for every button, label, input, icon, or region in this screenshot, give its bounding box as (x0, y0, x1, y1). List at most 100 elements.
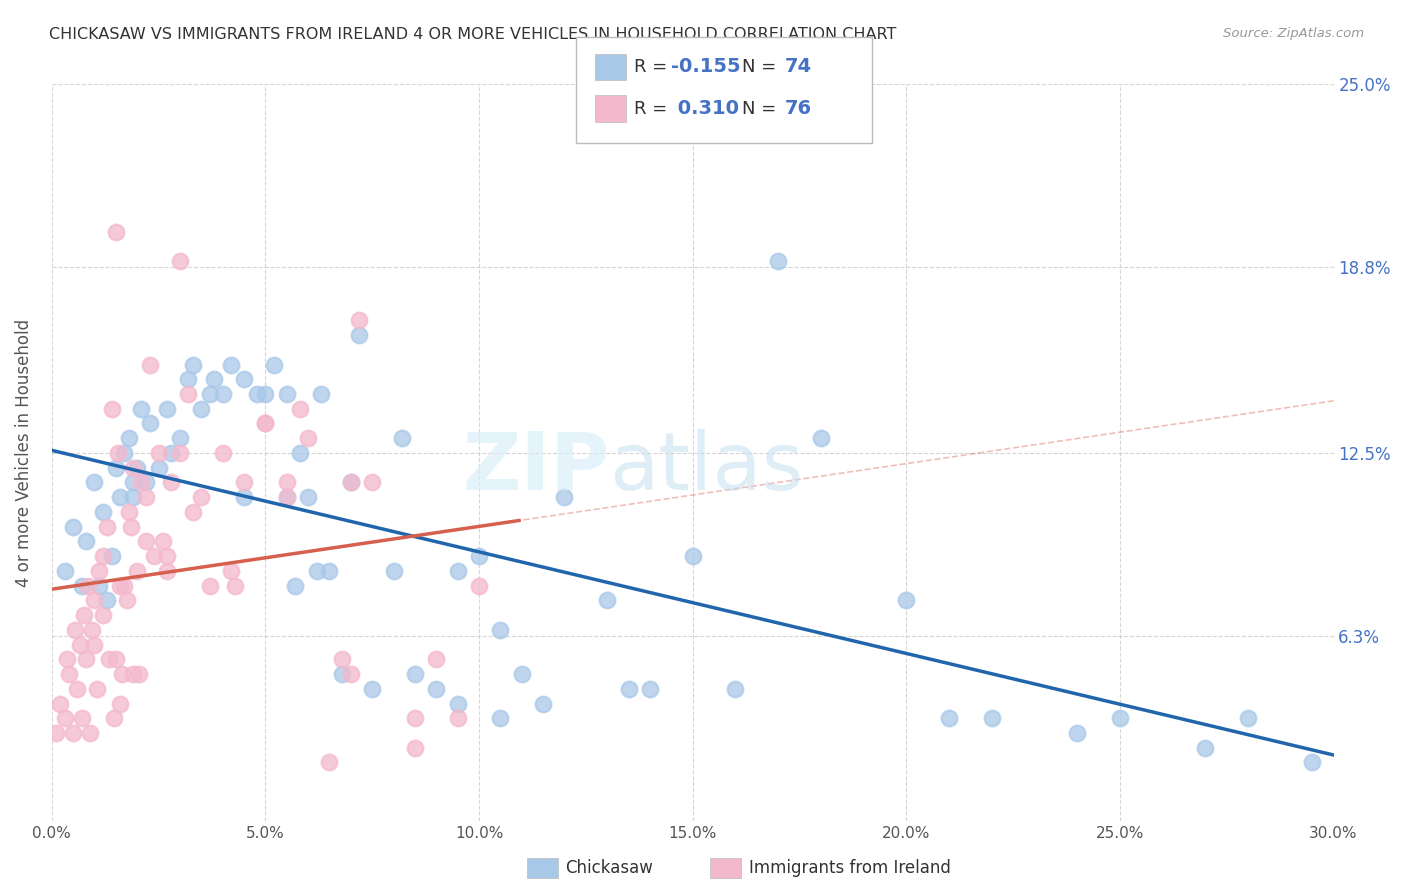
Point (112, 579, 135, 593)
Point (938, 711, 960, 725)
Point (340, 475, 363, 490)
Point (1109, 711, 1132, 725)
Point (198, 579, 221, 593)
Point (148, 460, 170, 475)
Point (107, 446, 129, 460)
Point (55, 652, 77, 666)
Point (309, 387, 332, 401)
Point (139, 358, 162, 372)
Point (91, 549, 114, 563)
Point (58, 667, 80, 681)
Point (361, 681, 384, 696)
Point (148, 446, 170, 460)
Point (135, 534, 157, 549)
Point (361, 475, 384, 490)
Point (115, 593, 138, 607)
Point (276, 387, 298, 401)
Point (404, 667, 426, 681)
Point (349, 328, 371, 343)
Point (288, 446, 311, 460)
Point (276, 490, 298, 504)
Point (263, 358, 285, 372)
Text: 74: 74 (785, 57, 811, 77)
Point (896, 593, 918, 607)
Point (404, 740, 426, 755)
Point (288, 401, 311, 416)
Point (254, 417, 277, 431)
Point (112, 446, 135, 460)
Point (425, 652, 447, 666)
Point (224, 579, 246, 593)
Point (391, 431, 413, 445)
Point (297, 490, 319, 504)
Point (1194, 740, 1216, 755)
Point (596, 593, 619, 607)
Point (305, 564, 328, 578)
Point (211, 387, 233, 401)
Point (100, 401, 122, 416)
Point (198, 387, 221, 401)
Point (122, 490, 145, 504)
Point (83, 638, 105, 652)
Point (276, 490, 298, 504)
Point (143, 549, 166, 563)
Point (233, 372, 256, 386)
Point (65, 623, 87, 637)
Point (233, 475, 256, 490)
Point (724, 681, 747, 696)
Point (190, 401, 212, 416)
Point (118, 431, 141, 445)
Text: atlas: atlas (609, 429, 804, 507)
Point (87, 564, 110, 578)
Text: ZIP: ZIP (463, 429, 609, 507)
Point (87, 579, 110, 593)
Point (169, 254, 191, 268)
Text: N =: N = (742, 58, 782, 76)
Text: Immigrants from Ireland: Immigrants from Ireland (749, 859, 952, 877)
Point (108, 697, 131, 711)
Point (83, 475, 105, 490)
Point (254, 417, 277, 431)
Point (100, 549, 122, 563)
Point (156, 564, 179, 578)
Text: 76: 76 (785, 99, 811, 119)
Point (156, 549, 179, 563)
Point (340, 475, 363, 490)
Point (980, 711, 1002, 725)
Point (108, 579, 131, 593)
Point (219, 564, 242, 578)
Point (45, 726, 67, 740)
Point (446, 711, 468, 725)
Point (122, 667, 145, 681)
Point (169, 431, 191, 445)
Point (104, 225, 127, 239)
Point (425, 681, 447, 696)
Point (53, 564, 76, 578)
Point (70, 579, 93, 593)
Point (83, 593, 105, 607)
Point (96, 519, 118, 533)
Point (108, 490, 131, 504)
Point (202, 372, 225, 386)
Point (190, 490, 212, 504)
Point (254, 387, 277, 401)
Point (1301, 756, 1323, 770)
Text: 0.310: 0.310 (671, 99, 738, 119)
Point (77, 579, 100, 593)
Point (682, 549, 704, 563)
Point (340, 667, 363, 681)
Point (75, 652, 97, 666)
Point (177, 387, 200, 401)
Point (468, 579, 491, 593)
Point (318, 756, 340, 770)
Point (330, 652, 353, 666)
Text: -0.155: -0.155 (671, 57, 741, 77)
Point (553, 490, 575, 504)
Point (297, 431, 319, 445)
Point (135, 490, 157, 504)
Point (122, 460, 145, 475)
Point (446, 697, 468, 711)
Point (276, 475, 298, 490)
Point (69, 638, 91, 652)
Text: R =: R = (634, 58, 673, 76)
